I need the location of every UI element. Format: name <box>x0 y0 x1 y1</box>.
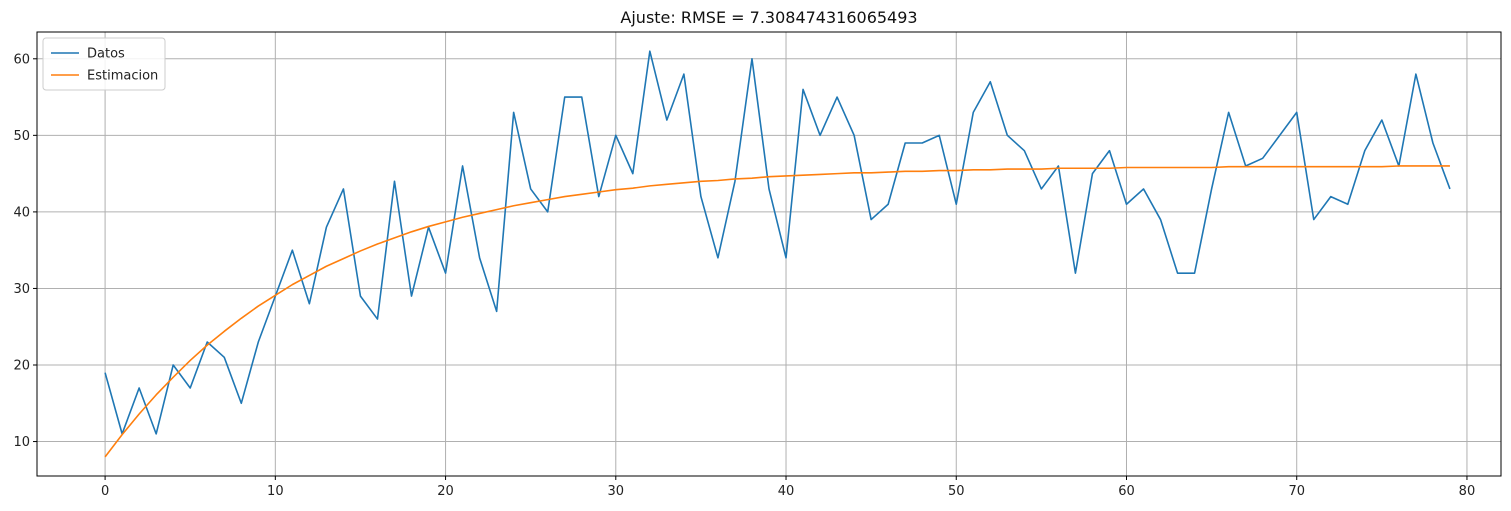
x-tick-label: 30 <box>608 484 625 499</box>
x-tick-label: 70 <box>1288 484 1305 499</box>
legend-box <box>42 37 166 91</box>
y-tick-label: 20 <box>13 359 30 374</box>
x-tick-label: 50 <box>948 484 965 499</box>
series-lines <box>104 50 1451 458</box>
plot-frame <box>36 31 1502 477</box>
x-tick-label: 80 <box>1459 484 1476 499</box>
y-tick-label: 40 <box>13 205 30 220</box>
x-tick-label: 0 <box>101 484 109 499</box>
grid-lines <box>37 32 1501 476</box>
x-tick-label: 20 <box>437 484 454 499</box>
legend: Datos Estimacion <box>42 37 166 91</box>
y-tick-label: 30 <box>13 282 30 297</box>
x-tick-label: 40 <box>778 484 795 499</box>
y-tick-label: 10 <box>13 435 30 450</box>
x-tick-label: 10 <box>267 484 284 499</box>
legend-label: Datos <box>87 47 125 62</box>
series-line-1 <box>104 50 1451 435</box>
chart-title: Ajuste: RMSE = 7.308474316065493 <box>620 8 917 27</box>
y-tick-label: 60 <box>13 52 30 67</box>
axis-ticks: 0 10 20 30 40 50 60 70 80 10 20 30 40 50 60 <box>13 52 1475 499</box>
legend-label: Estimacion <box>87 69 158 84</box>
y-tick-label: 50 <box>13 129 30 144</box>
x-tick-label: 60 <box>1118 484 1135 499</box>
series-line-2 <box>104 165 1450 458</box>
